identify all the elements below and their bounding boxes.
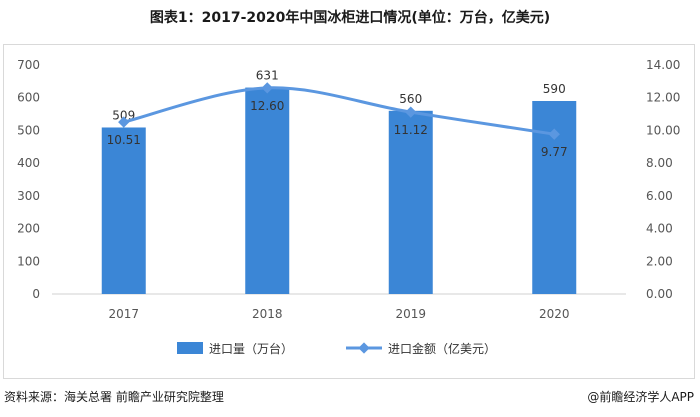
amount-line <box>123 86 555 136</box>
y-right-tick-label: 4.00 <box>646 222 673 236</box>
legend-line-marker <box>358 342 370 354</box>
x-tick-label: 2018 <box>252 307 283 321</box>
y-right-tick-label: 8.00 <box>646 156 673 170</box>
line-value-label: 9.77 <box>541 145 568 159</box>
source-note: 资料来源：海关总署 前瞻产业研究院整理 <box>4 390 224 404</box>
bar-value-label: 631 <box>256 69 279 83</box>
y-right-tick-label: 14.00 <box>646 58 680 72</box>
y-left-tick-label: 100 <box>17 254 40 268</box>
bar-value-label: 560 <box>399 92 422 106</box>
x-tick-label: 2017 <box>108 307 139 321</box>
bar <box>388 110 433 294</box>
x-tick-label: 2019 <box>395 307 426 321</box>
y-right-tick-label: 12.00 <box>646 91 680 105</box>
line-point <box>548 128 560 140</box>
line-value-label: 12.60 <box>250 99 284 113</box>
legend-line-label: 进口金额（亿美元） <box>388 341 496 356</box>
y-right-tick-label: 2.00 <box>646 254 673 268</box>
y-left-tick-label: 400 <box>17 156 40 170</box>
line-value-label: 10.51 <box>107 133 141 147</box>
chart-frame <box>3 44 695 379</box>
legend-bar-swatch <box>177 342 203 354</box>
bar <box>101 127 146 294</box>
y-left-tick-label: 0 <box>32 287 40 301</box>
credit-note: @前瞻经济学人APP <box>587 390 694 404</box>
bar-value-label: 590 <box>543 82 566 96</box>
y-right-tick-label: 0.00 <box>646 287 673 301</box>
line-value-label: 11.12 <box>394 123 428 137</box>
x-tick-label: 2020 <box>539 307 570 321</box>
y-left-tick-label: 200 <box>17 222 40 236</box>
chart-title: 图表1：2017-2020年中国冰柜进口情况(单位：万台，亿美元) <box>149 10 551 26</box>
legend-bar-label: 进口量（万台） <box>209 341 293 356</box>
bar-value-label: 509 <box>112 108 135 122</box>
y-left-tick-label: 500 <box>17 123 40 137</box>
y-left-tick-label: 300 <box>17 189 40 203</box>
bar <box>245 87 290 294</box>
y-right-tick-label: 6.00 <box>646 189 673 203</box>
y-left-tick-label: 700 <box>17 58 40 72</box>
y-right-tick-label: 10.00 <box>646 123 680 137</box>
y-left-tick-label: 600 <box>17 91 40 105</box>
